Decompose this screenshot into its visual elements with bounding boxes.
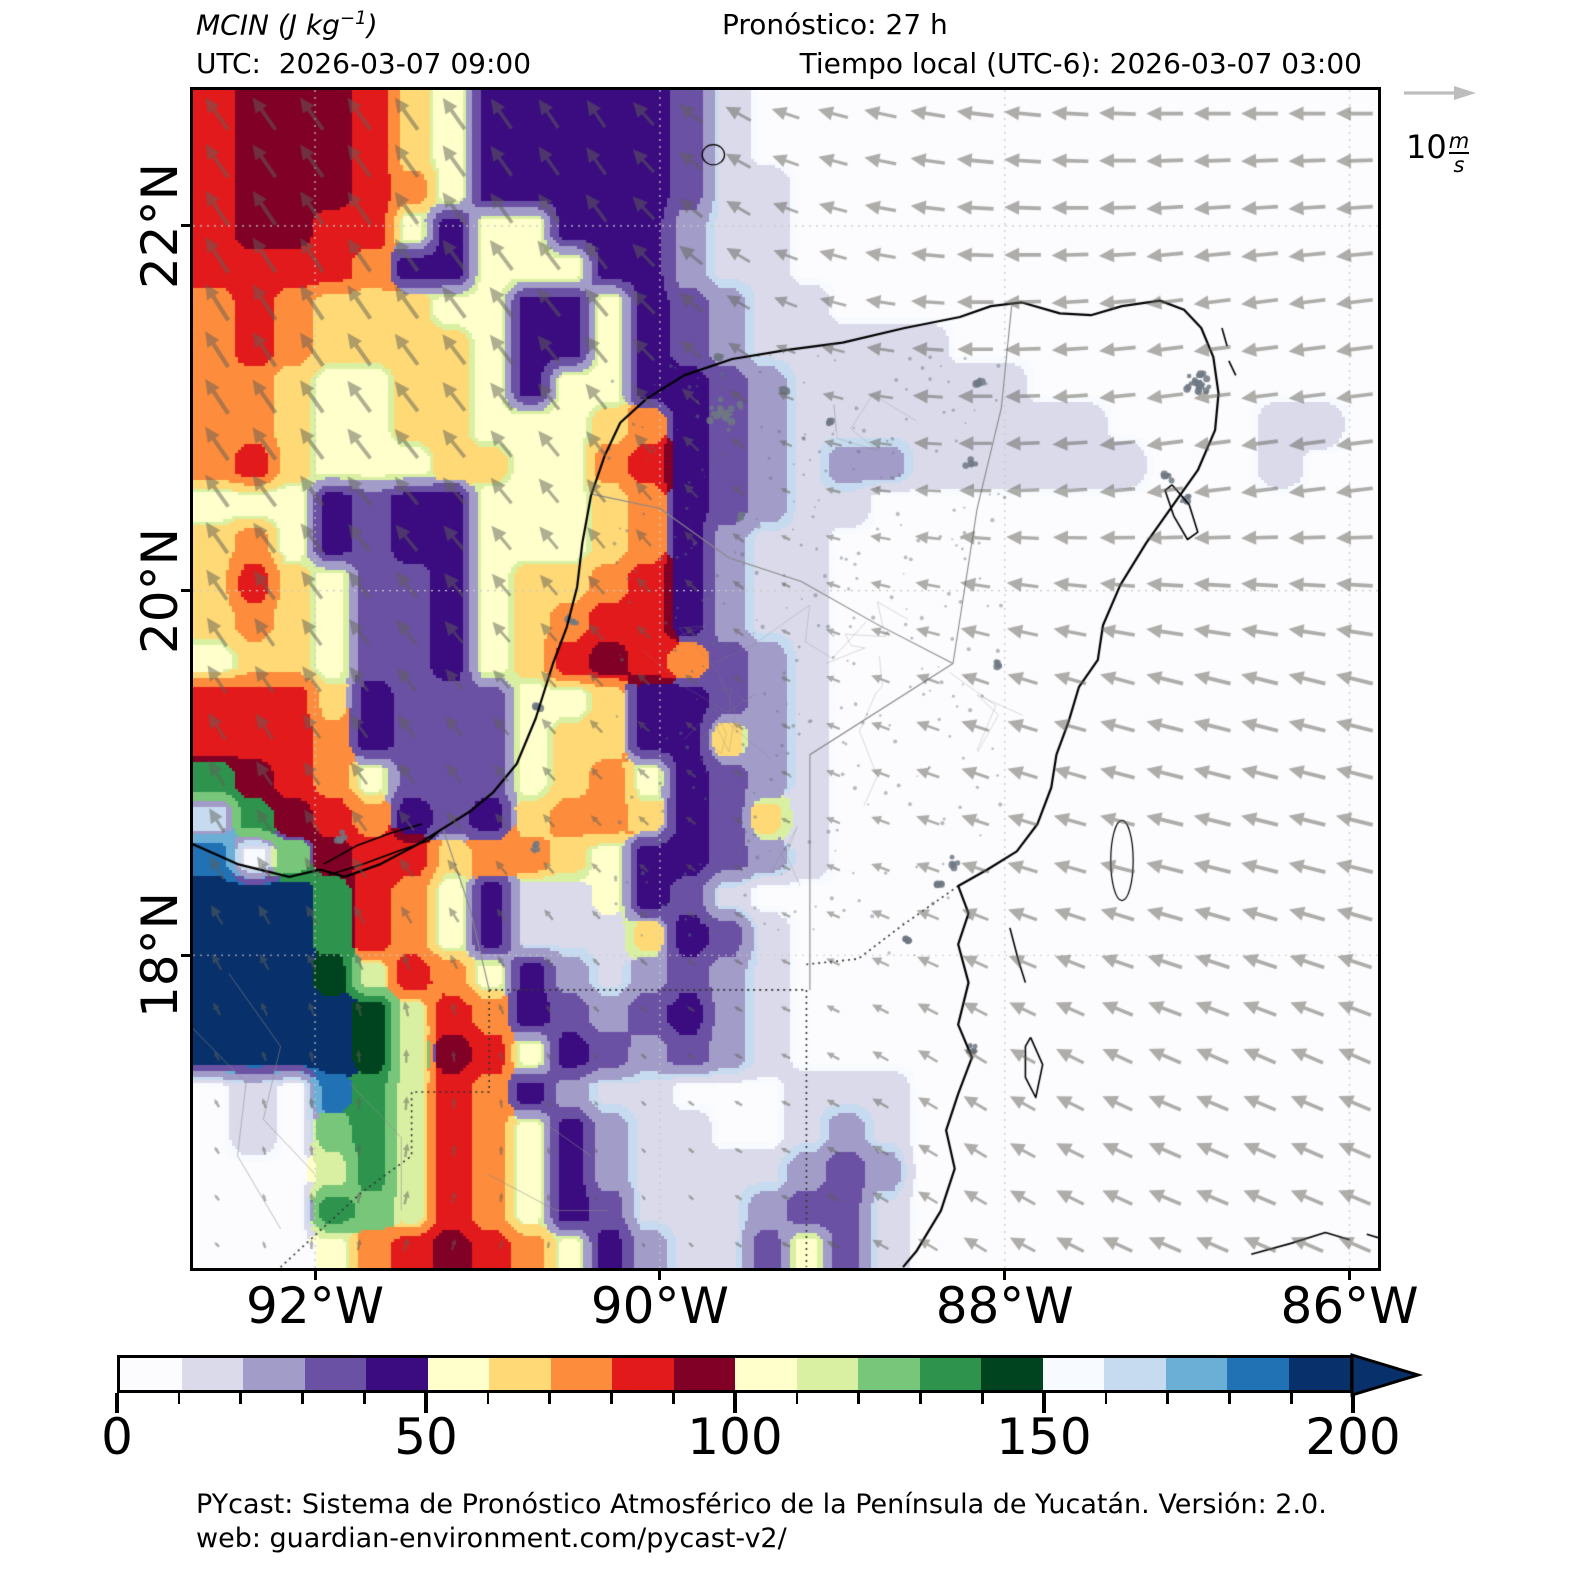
- colorbar-segment: [735, 1358, 797, 1390]
- local-time-label: Tiempo local (UTC-6): 2026-03-07 03:00: [799, 47, 1362, 80]
- colorbar-tick: [610, 1393, 613, 1404]
- colorbar-tick: [1228, 1393, 1231, 1404]
- x-tick-label: 92°W: [246, 1277, 385, 1335]
- colorbar-segment: [1104, 1358, 1166, 1390]
- x-tick-mark: [313, 1271, 317, 1280]
- colorbar-tick-label: 200: [1305, 1408, 1401, 1466]
- wind-unit-fraction: m s: [1448, 129, 1470, 178]
- footer-credit: PYcast: Sistema de Pronóstico Atmosféric…: [196, 1489, 1327, 1520]
- variable-title: MCIN (J kg−1): [196, 8, 378, 42]
- colorbar-segment: [550, 1358, 612, 1390]
- colorbar-tick-label: 100: [687, 1408, 783, 1466]
- colorbar-tick: [1104, 1393, 1108, 1404]
- colorbar-tick: [795, 1393, 799, 1404]
- colorbar-segment: [366, 1358, 428, 1390]
- colorbar-segment: [243, 1358, 305, 1390]
- colorbar-segment: [612, 1358, 674, 1390]
- mcin-wind-map: [193, 90, 1378, 1268]
- colorbar-segment: [858, 1358, 920, 1390]
- colorbar-segment: [1288, 1358, 1350, 1390]
- colorbar-tick: [424, 1393, 428, 1413]
- colorbar-tick-label: 150: [996, 1408, 1092, 1466]
- y-tick-mark: [181, 589, 190, 593]
- colorbar-tick: [486, 1393, 490, 1404]
- colorbar-segment: [981, 1358, 1043, 1390]
- colorbar-segment: [304, 1358, 366, 1390]
- colorbar-tick: [1290, 1393, 1293, 1404]
- colorbar-tick: [301, 1393, 304, 1404]
- colorbar-tick: [115, 1393, 119, 1413]
- x-tick-label: 90°W: [590, 1277, 729, 1335]
- footer-web: web: guardian-environment.com/pycast-v2/: [196, 1523, 787, 1554]
- colorbar-tick: [981, 1393, 984, 1404]
- colorbar-segment: [181, 1358, 243, 1390]
- colorbar-tick: [239, 1393, 242, 1404]
- colorbar-segment: [120, 1358, 182, 1390]
- colorbar-tick: [548, 1393, 551, 1404]
- y-tick-mark: [181, 224, 190, 228]
- colorbar-tick: [733, 1393, 737, 1413]
- colorbar-segment: [1042, 1358, 1104, 1390]
- colorbar-tick: [857, 1393, 860, 1404]
- x-tick-mark: [1003, 1271, 1007, 1280]
- colorbar-tick: [672, 1393, 675, 1404]
- colorbar-segment: [919, 1358, 981, 1390]
- colorbar-segment: [489, 1358, 551, 1390]
- map-panel: [190, 87, 1381, 1271]
- colorbar-tick-label: 50: [394, 1408, 458, 1466]
- colorbar-segment: [427, 1358, 489, 1390]
- colorbar-tick: [1351, 1393, 1355, 1413]
- x-tick-mark: [658, 1271, 662, 1280]
- fraction-bar: [1448, 152, 1470, 155]
- colorbar-tick-label: 0: [101, 1408, 133, 1466]
- colorbar-over-arrow: [1350, 1352, 1424, 1398]
- colorbar-segment: [673, 1358, 735, 1390]
- forecast-hour-label: Pronóstico: 27 h: [722, 8, 948, 41]
- colorbar-tick: [1166, 1393, 1169, 1404]
- x-tick-label: 86°W: [1280, 1277, 1419, 1335]
- colorbar: [117, 1355, 1353, 1393]
- colorbar-tick: [919, 1393, 922, 1404]
- wind-reference-label: 10 m s: [1406, 128, 1470, 178]
- x-tick-mark: [1348, 1271, 1352, 1280]
- utc-time-label: UTC: 2026-03-07 09:00: [196, 47, 532, 80]
- y-tick-mark: [181, 953, 190, 957]
- x-tick-label: 88°W: [935, 1277, 1074, 1335]
- variable-name: MCIN: [196, 8, 269, 42]
- colorbar-segment: [1227, 1358, 1289, 1390]
- colorbar-tick: [177, 1393, 181, 1404]
- wind-reference-arrow-icon: [1404, 86, 1476, 100]
- colorbar-segment: [1165, 1358, 1227, 1390]
- colorbar-segment: [796, 1358, 858, 1390]
- colorbar-tick: [363, 1393, 366, 1404]
- colorbar-tick: [1042, 1393, 1046, 1413]
